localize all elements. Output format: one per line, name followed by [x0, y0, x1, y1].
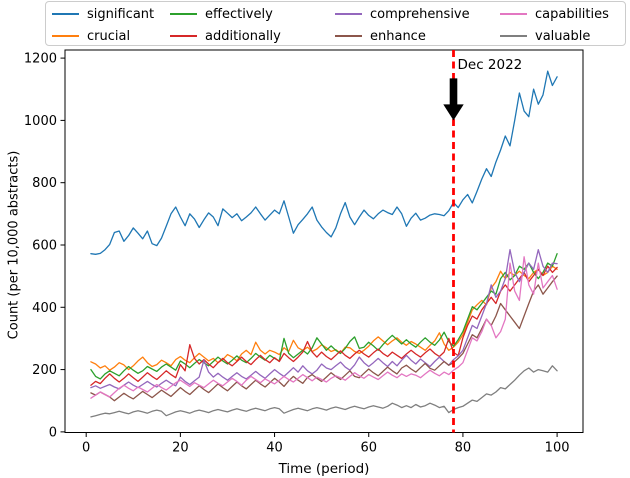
legend-label: comprehensive: [370, 6, 470, 22]
legend-item-crucial: crucial: [52, 25, 154, 47]
legend-item-effectively: effectively: [170, 3, 281, 25]
legend: significant crucial effectively additionall…: [45, 1, 626, 46]
annotation-dec-2022: Dec 2022: [457, 57, 523, 73]
plot-frame: [64, 49, 584, 433]
legend-label: enhance: [370, 28, 426, 44]
legend-label: significant: [87, 6, 155, 22]
legend-line-swatch-comprehensive: [335, 13, 362, 15]
legend-column: significant crucial: [52, 3, 154, 47]
x-axis-label: Time (period): [278, 461, 370, 477]
legend-line-swatch-crucial: [52, 35, 79, 37]
legend-label: valuable: [535, 28, 591, 44]
legend-line-swatch-significant: [52, 13, 79, 15]
legend-item-comprehensive: comprehensive: [335, 3, 470, 25]
x-tick-label: 80: [455, 441, 472, 456]
series-line-significant: [90, 70, 558, 255]
legend-item-significant: significant: [52, 3, 154, 25]
legend-line-swatch-enhance: [335, 35, 362, 37]
series-line-effectively: [90, 253, 558, 380]
down-arrow-icon: [443, 78, 464, 121]
x-tick-label: 20: [172, 441, 189, 456]
series-line-additionally: [90, 265, 558, 386]
legend-column: comprehensive enhance: [335, 3, 470, 47]
x-tick-label: 0: [82, 441, 90, 456]
legend-label: effectively: [205, 6, 273, 22]
y-tick-label: 1200: [24, 52, 57, 67]
legend-line-swatch-effectively: [170, 13, 197, 15]
legend-label: crucial: [87, 28, 131, 44]
legend-line-swatch-additionally: [170, 35, 197, 37]
x-tick-label: 60: [360, 441, 377, 456]
series-line-capabilities: [90, 256, 558, 399]
y-axis-label: Count (per 10,000 abstracts): [6, 150, 22, 340]
y-tick-label: 1000: [24, 114, 57, 129]
legend-column: capabilities valuable: [500, 3, 609, 47]
y-tick-label: 400: [32, 301, 57, 316]
y-tick-label: 0: [49, 425, 57, 440]
series-line-enhance: [90, 275, 558, 402]
legend-column: effectively additionally: [170, 3, 281, 47]
legend-line-swatch-valuable: [500, 35, 527, 37]
series-line-valuable: [90, 365, 558, 418]
legend-item-additionally: additionally: [170, 25, 281, 47]
legend-line-swatch-capabilities: [500, 13, 527, 15]
legend-item-enhance: enhance: [335, 25, 470, 47]
legend-item-valuable: valuable: [500, 25, 609, 47]
x-tick-label: 100: [545, 441, 570, 456]
y-tick-label: 800: [32, 176, 57, 191]
legend-item-capabilities: capabilities: [500, 3, 609, 25]
legend-label: capabilities: [535, 6, 609, 22]
y-tick-label: 600: [32, 238, 57, 253]
y-tick-label: 200: [32, 363, 57, 378]
series-line-comprehensive: [90, 249, 558, 390]
legend-label: additionally: [205, 28, 281, 44]
x-tick-label: 40: [266, 441, 283, 456]
